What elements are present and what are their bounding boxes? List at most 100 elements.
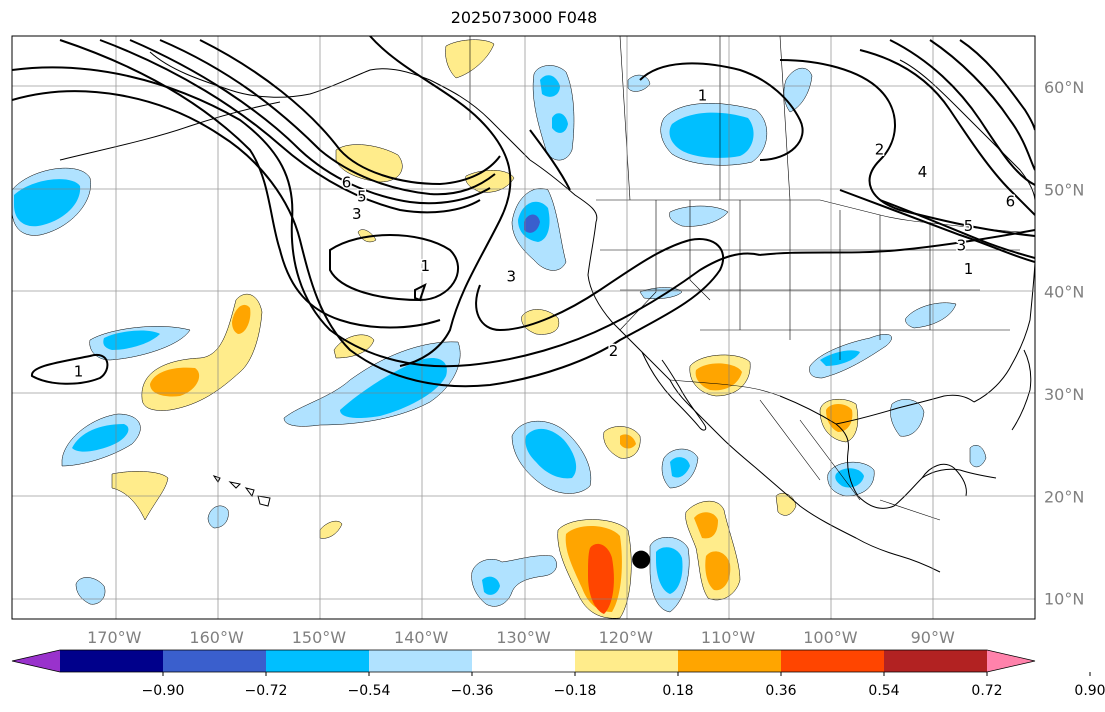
contour-label: 5 [964,217,974,235]
longitude-tick-label: 170°W [87,628,142,647]
mexico-state-line [759,399,941,521]
colorbar-segment [163,650,267,672]
contour-line [879,199,1035,259]
anomaly-region [319,520,343,539]
colorbar-extend-min [12,650,60,672]
colorbar-tick-label: −0.72 [245,683,288,699]
coastline [641,351,707,431]
coastline [1011,349,1032,431]
contour-line [639,62,804,161]
state-line [619,200,657,331]
contour-line [31,353,109,385]
colorbar-segment [369,650,473,672]
longitude-tick-label: 150°W [292,628,347,647]
latitude-tick-label: 40°N [1044,283,1084,302]
anomaly-region [525,428,577,479]
state-line [689,200,711,301]
anomaly-region [552,113,568,133]
contour-line [759,229,1035,256]
anomaly-region [340,357,447,418]
anomaly-region [72,424,129,452]
contour-label: 3 [352,205,362,223]
longitude-tick-label: 110°W [701,628,756,647]
colorbar-tick-label: −0.90 [142,683,185,699]
longitude-tick-label: 100°W [803,628,858,647]
contour-line [12,66,761,368]
anomaly-region [669,112,754,158]
anomaly-region [905,302,957,329]
contour-line [329,234,460,302]
colorbar-tick-label: 0.72 [971,683,1002,699]
anomaly-region [826,404,853,432]
anomaly-region [694,512,718,539]
coastline [835,394,975,425]
contour-label: 6 [342,173,352,191]
us-mexico-border [669,379,781,397]
island [228,481,242,489]
colorbar-segment [781,650,885,672]
colorbar-tick-label: 0.36 [765,683,796,699]
longitude-tick-label: 160°W [189,628,244,647]
anomaly-region [150,367,200,397]
coastlines [59,51,1035,573]
contour-line [369,36,512,367]
coastline [899,59,1035,201]
longitude-tick-labels: 170°W 160°W 150°W 140°W 130°W 120°W 110°W 100°W… [87,628,955,647]
contour-line [929,39,1035,171]
anomaly-region [465,170,515,193]
latitude-tick-label: 50°N [1044,180,1084,199]
colorbar-tick-label: −0.36 [451,683,494,699]
anomaly-region [695,363,742,391]
longitude-tick-label: 120°W [599,628,654,647]
contour-line [959,39,1035,131]
colorbar-segment [472,650,576,672]
colorbar-segment [884,650,988,672]
contour-label: 6 [1006,193,1016,211]
colorbar-tick-label: 0.90 [1074,683,1105,699]
contour-line [159,39,496,196]
coastline [921,463,967,497]
colorbar-extend-max [987,650,1035,672]
colorbar-tick-label: −0.18 [554,683,597,699]
anomaly-region [705,551,731,591]
contour-label: 3 [506,267,516,285]
longitude-tick-label: 90°W [911,628,955,647]
latitude-tick-label: 60°N [1044,78,1084,97]
coastline [973,261,1035,403]
coastline [529,159,689,405]
anomaly-region [335,144,403,183]
contour-line [889,39,1035,186]
contour-label: 3 [957,237,967,255]
anomaly-region [670,457,690,478]
graticule [12,36,1035,619]
contour-label: 4 [918,163,928,181]
longitude-tick-label: 130°W [496,628,551,647]
island [244,487,255,498]
anomaly-region [588,543,614,614]
colorbar-segment [266,650,370,672]
anomaly-region [103,330,160,350]
political-borders [469,36,1021,521]
anomaly-region [75,577,106,605]
anomaly-region [969,445,987,468]
anomaly-region [890,399,925,437]
coastline [149,51,531,161]
latitude-tick-labels: 10°N 20°N 30°N 40°N 50°N 60°N [1044,78,1084,608]
anomaly-region [14,179,81,227]
contour-line [414,283,427,302]
contour-line [779,59,1035,237]
colorbar-tick-label: −0.54 [348,683,391,699]
contour-label: 1 [421,257,431,275]
contour-label: 1 [964,260,974,278]
colorbar-tick-label: 0.54 [868,683,899,699]
location-marker [632,550,651,569]
anomaly-region [669,205,729,227]
contour-line [59,39,441,329]
latitude-tick-label: 30°N [1044,385,1084,404]
contour-lines [12,36,1035,388]
island [257,495,271,507]
longitude-tick-label: 140°W [394,628,449,647]
province-line [779,36,791,201]
colorbar-segment [60,650,164,672]
